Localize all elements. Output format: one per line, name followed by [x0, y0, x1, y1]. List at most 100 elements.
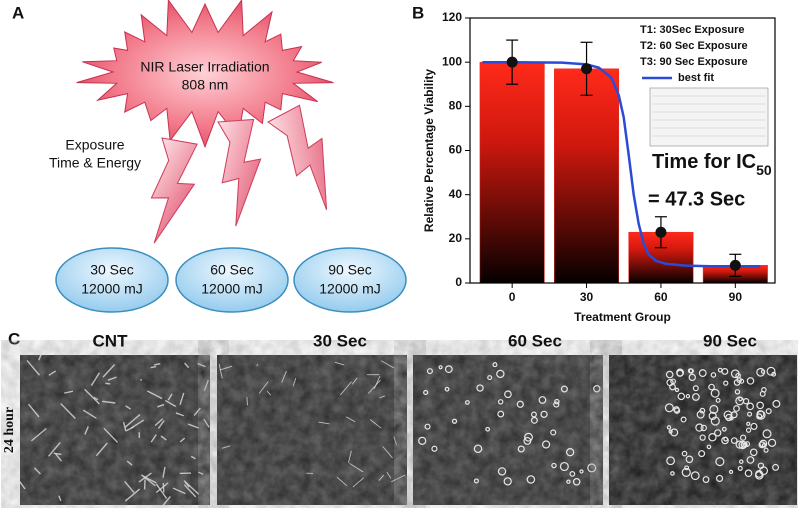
cell: [690, 471, 700, 481]
cell: [541, 440, 551, 449]
cell: [698, 450, 706, 458]
cell: [517, 445, 525, 453]
cell: [746, 377, 755, 385]
cell: [183, 484, 197, 498]
cell: [424, 423, 431, 430]
x-tick-label: 30: [580, 290, 594, 304]
cell: [681, 467, 691, 477]
cell: [733, 405, 740, 412]
cell: [336, 476, 348, 487]
cell: [107, 376, 117, 381]
cell: [93, 396, 99, 401]
cell: [54, 452, 63, 462]
cell: [674, 387, 680, 393]
cell: [444, 365, 453, 374]
cell: [772, 399, 781, 408]
cell: [281, 370, 287, 383]
cell: [379, 395, 386, 399]
cell: [95, 442, 108, 457]
micrograph-texture: [20, 355, 210, 505]
cell: [124, 488, 141, 502]
cell: [669, 383, 676, 391]
cell: [193, 407, 201, 416]
cell: [692, 385, 699, 392]
exposure-label: Time & Energy: [49, 155, 141, 171]
column-label: 30 Sec: [313, 331, 367, 350]
cell: [710, 416, 720, 426]
cell: [677, 392, 686, 401]
cell: [444, 386, 450, 392]
cell: [492, 362, 498, 368]
cell: [497, 399, 504, 405]
cell: [699, 407, 706, 414]
column-label: 60 Sec: [508, 331, 562, 350]
cell: [183, 480, 200, 495]
y-tick-label: 60: [449, 143, 463, 157]
cell: [124, 414, 141, 428]
cell: [744, 469, 753, 478]
cell: [497, 467, 507, 476]
cell: [730, 411, 738, 419]
cell: [348, 450, 352, 463]
cell: [735, 440, 744, 449]
cell: [124, 480, 135, 493]
cell: [48, 370, 57, 376]
cell: [497, 410, 505, 418]
cell: [504, 390, 512, 399]
cell: [566, 479, 571, 484]
cell: [714, 429, 722, 437]
cell: [125, 405, 132, 410]
dose-energy: 12000 mJ: [201, 281, 262, 297]
cell: [438, 365, 443, 370]
cell: [735, 396, 745, 406]
data-point: [729, 259, 741, 271]
cell: [692, 393, 700, 401]
cell: [723, 380, 729, 386]
cell: [695, 423, 704, 432]
cell: [423, 389, 429, 396]
panel-label: B: [412, 3, 424, 22]
cell: [702, 476, 710, 483]
cell: [503, 477, 512, 486]
cell: [754, 471, 764, 480]
cell: [746, 402, 754, 411]
cell: [765, 408, 772, 415]
cell: [737, 465, 743, 471]
cell: [256, 363, 259, 367]
cell: [540, 410, 548, 418]
cell: [708, 383, 715, 391]
cell: [84, 426, 89, 435]
cell: [762, 429, 772, 439]
cell: [766, 366, 776, 376]
cell: [473, 478, 479, 484]
column-label: CNT: [93, 331, 129, 350]
cell: [18, 479, 26, 490]
cell: [733, 379, 741, 386]
lightning-bolt: [150, 137, 198, 244]
cell: [203, 418, 210, 428]
data-point: [655, 226, 667, 238]
cell: [487, 375, 493, 381]
cell: [464, 400, 470, 405]
cell: [90, 372, 101, 386]
cell: [172, 487, 186, 495]
x-tick-label: 90: [729, 290, 743, 304]
cell: [318, 421, 330, 425]
cell: [715, 457, 725, 467]
ic50-subscript: 50: [756, 162, 772, 178]
cell: [203, 379, 209, 392]
micrograph-texture: [217, 355, 407, 505]
cell: [747, 411, 753, 417]
cell: [698, 369, 707, 378]
cell: [721, 436, 729, 445]
micrograph-texture: [413, 355, 603, 505]
cell: [339, 381, 352, 396]
panel-label: A: [12, 3, 24, 22]
cell: [485, 426, 491, 432]
cell: [723, 410, 733, 420]
dose-time: 90 Sec: [328, 262, 372, 278]
cell: [579, 469, 584, 474]
cell: [559, 461, 569, 472]
dose-time: 30 Sec: [90, 262, 134, 278]
cell: [550, 429, 557, 436]
